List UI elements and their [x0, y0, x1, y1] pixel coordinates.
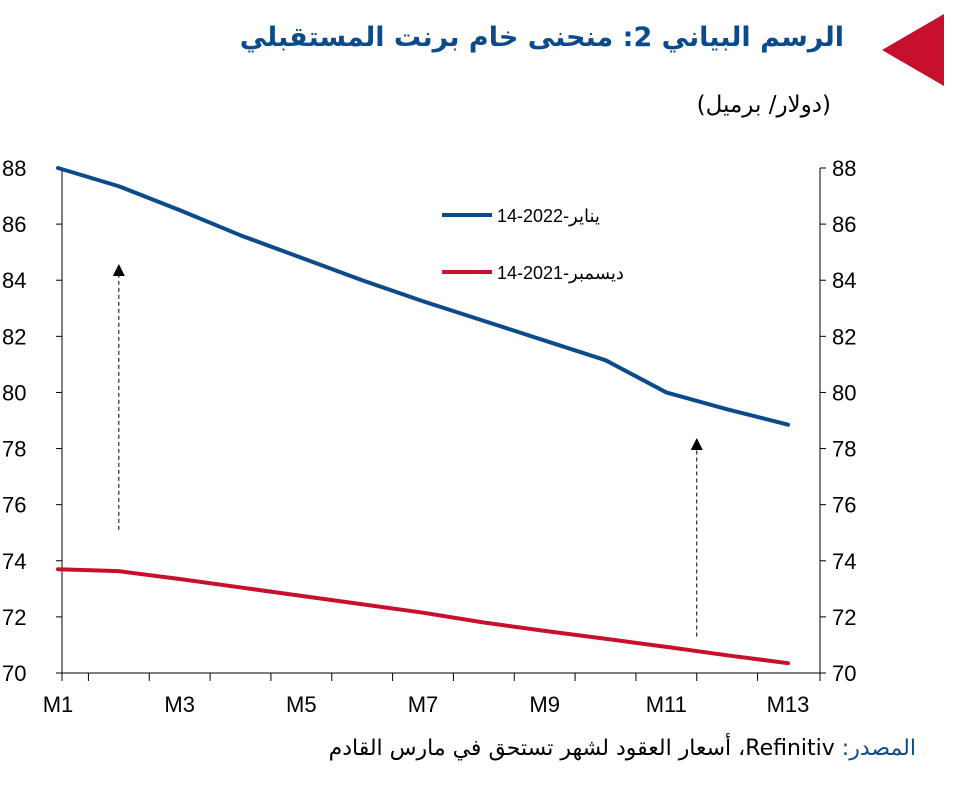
- y-tick-label-right: 72: [832, 605, 856, 630]
- y-tick-label-left: 80: [2, 380, 26, 405]
- y-tick-label-right: 84: [832, 268, 856, 293]
- y-tick-label-left: 72: [2, 605, 26, 630]
- chart-series: [56, 166, 790, 666]
- x-tick-label: M5: [286, 692, 317, 717]
- x-tick-label: M7: [408, 692, 439, 717]
- left-y-axis: 70 72 74 76 78 80 82 84 86 88: [2, 156, 62, 686]
- y-tick-label-left: 84: [2, 268, 26, 293]
- chart-title: الرسم البياني 2: منحنى خام برنت المستقبل…: [239, 22, 844, 53]
- y-tick-label-right: 86: [832, 212, 856, 237]
- y-tick-label-left: 86: [2, 212, 26, 237]
- chart-axes: [61, 168, 821, 674]
- y-tick-label-right: 80: [832, 380, 856, 405]
- legend-label-1: 14-ديسمبر-2021: [497, 263, 624, 284]
- x-tick-label: M1: [43, 692, 74, 717]
- y-tick-label-right: 76: [832, 493, 856, 518]
- title-marker-icon: [882, 14, 944, 86]
- x-tick-label: M3: [164, 692, 195, 717]
- source-label: المصدر:: [841, 736, 916, 761]
- right-y-axis: 70 72 74 76 78 80 82 84 86 88: [820, 156, 856, 686]
- chart-subtitle: (دولار/ برميل): [696, 92, 831, 118]
- x-axis: M1 M3 M5 M7 M9 M11 M13: [43, 673, 821, 717]
- y-tick-label-right: 70: [832, 661, 856, 686]
- y-tick-label-left: 88: [2, 156, 26, 181]
- chart-legend: 14-يناير-2022 14-ديسمبر-2021: [442, 206, 624, 284]
- series-line-0: [56, 166, 790, 427]
- y-tick-label-left: 82: [2, 324, 26, 349]
- y-tick-label-left: 78: [2, 437, 26, 462]
- y-tick-label-right: 88: [832, 156, 856, 181]
- chart-annotations: [112, 264, 703, 637]
- annotation-arrow-head: [690, 437, 703, 450]
- x-tick-label: M9: [529, 692, 560, 717]
- x-tick-label: M11: [646, 692, 687, 717]
- line-chart: 70 72 74 76 78 80 82 84 86 88 70 72 74 76 78 80 82 84 86 8…: [2, 156, 856, 717]
- source-note: المصدر: Refinitiv، أسعار العقود لشهر تست…: [329, 736, 916, 761]
- y-tick-label-right: 74: [832, 549, 856, 574]
- legend-label-0: 14-يناير-2022: [497, 206, 600, 227]
- x-tick-label: M13: [767, 692, 810, 717]
- y-tick-label-right: 78: [832, 437, 856, 462]
- series-line-1: [56, 567, 790, 666]
- y-tick-label-left: 70: [2, 661, 26, 686]
- y-tick-label-right: 82: [832, 324, 856, 349]
- y-tick-label-left: 74: [2, 549, 26, 574]
- source-text: Refinitiv، أسعار العقود لشهر تستحق في ما…: [328, 736, 835, 761]
- y-tick-label-left: 76: [2, 493, 26, 518]
- annotation-arrow-head: [112, 264, 125, 276]
